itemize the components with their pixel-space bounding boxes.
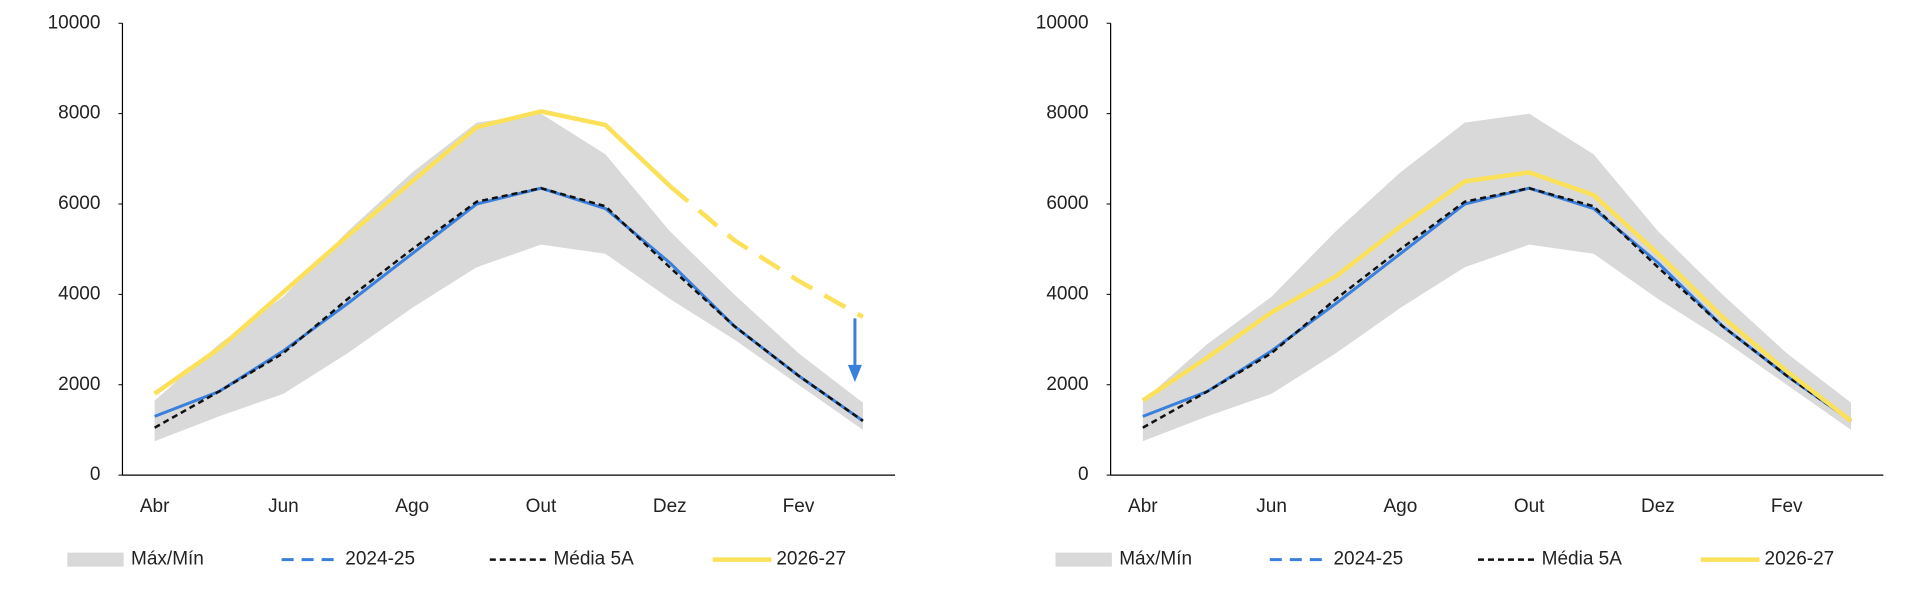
legend-label: 2026-27 [1765, 549, 1835, 570]
x-tick-label: Dez [1641, 496, 1675, 517]
legend-label: Média 5A [1542, 549, 1623, 570]
x-tick-label: Out [526, 496, 557, 517]
series-line [1141, 170, 1853, 423]
x-tick-label: Abr [1128, 496, 1158, 517]
series-line [154, 186, 864, 423]
x-tick-label: Fev [783, 496, 815, 517]
series-line [668, 184, 865, 319]
x-tick-label: Jun [1256, 496, 1287, 517]
legend-label: 2024-25 [345, 549, 415, 570]
y-tick-label: 6000 [1046, 193, 1088, 214]
annotation-arrowhead [847, 364, 862, 383]
y-tick-label: 10000 [1036, 12, 1089, 33]
x-tick-label: Jun [268, 496, 299, 517]
x-tick-label: Abr [140, 496, 170, 517]
y-tick-label: 4000 [1046, 283, 1088, 304]
x-tick-label: Out [1514, 496, 1545, 517]
y-tick-label: 8000 [58, 103, 100, 124]
y-tick-label: 8000 [1046, 103, 1088, 124]
y-tick-label: 0 [1078, 464, 1089, 485]
legend-label: Máx/Mín [1119, 549, 1192, 570]
y-tick-label: 2000 [1046, 374, 1088, 395]
x-tick-label: Ago [1383, 496, 1417, 517]
legend-swatch [67, 552, 124, 567]
legend-label: 2026-27 [776, 549, 846, 570]
legend-swatch [1055, 552, 1112, 567]
series-line [153, 109, 672, 396]
legend-label: Máx/Mín [131, 549, 204, 570]
range-band [154, 113, 863, 442]
y-tick-label: 2000 [58, 374, 100, 395]
x-tick-label: Fev [1771, 496, 1803, 517]
x-tick-label: Dez [653, 496, 687, 517]
x-tick-label: Ago [395, 496, 429, 517]
y-tick-label: 0 [90, 464, 101, 485]
legend-label: Média 5A [553, 549, 634, 570]
y-tick-label: 4000 [58, 283, 100, 304]
y-tick-label: 10000 [48, 12, 101, 33]
series-line [1142, 186, 1852, 423]
legend-label: 2024-25 [1333, 549, 1403, 570]
y-tick-label: 6000 [58, 193, 100, 214]
range-band [1142, 113, 1852, 442]
